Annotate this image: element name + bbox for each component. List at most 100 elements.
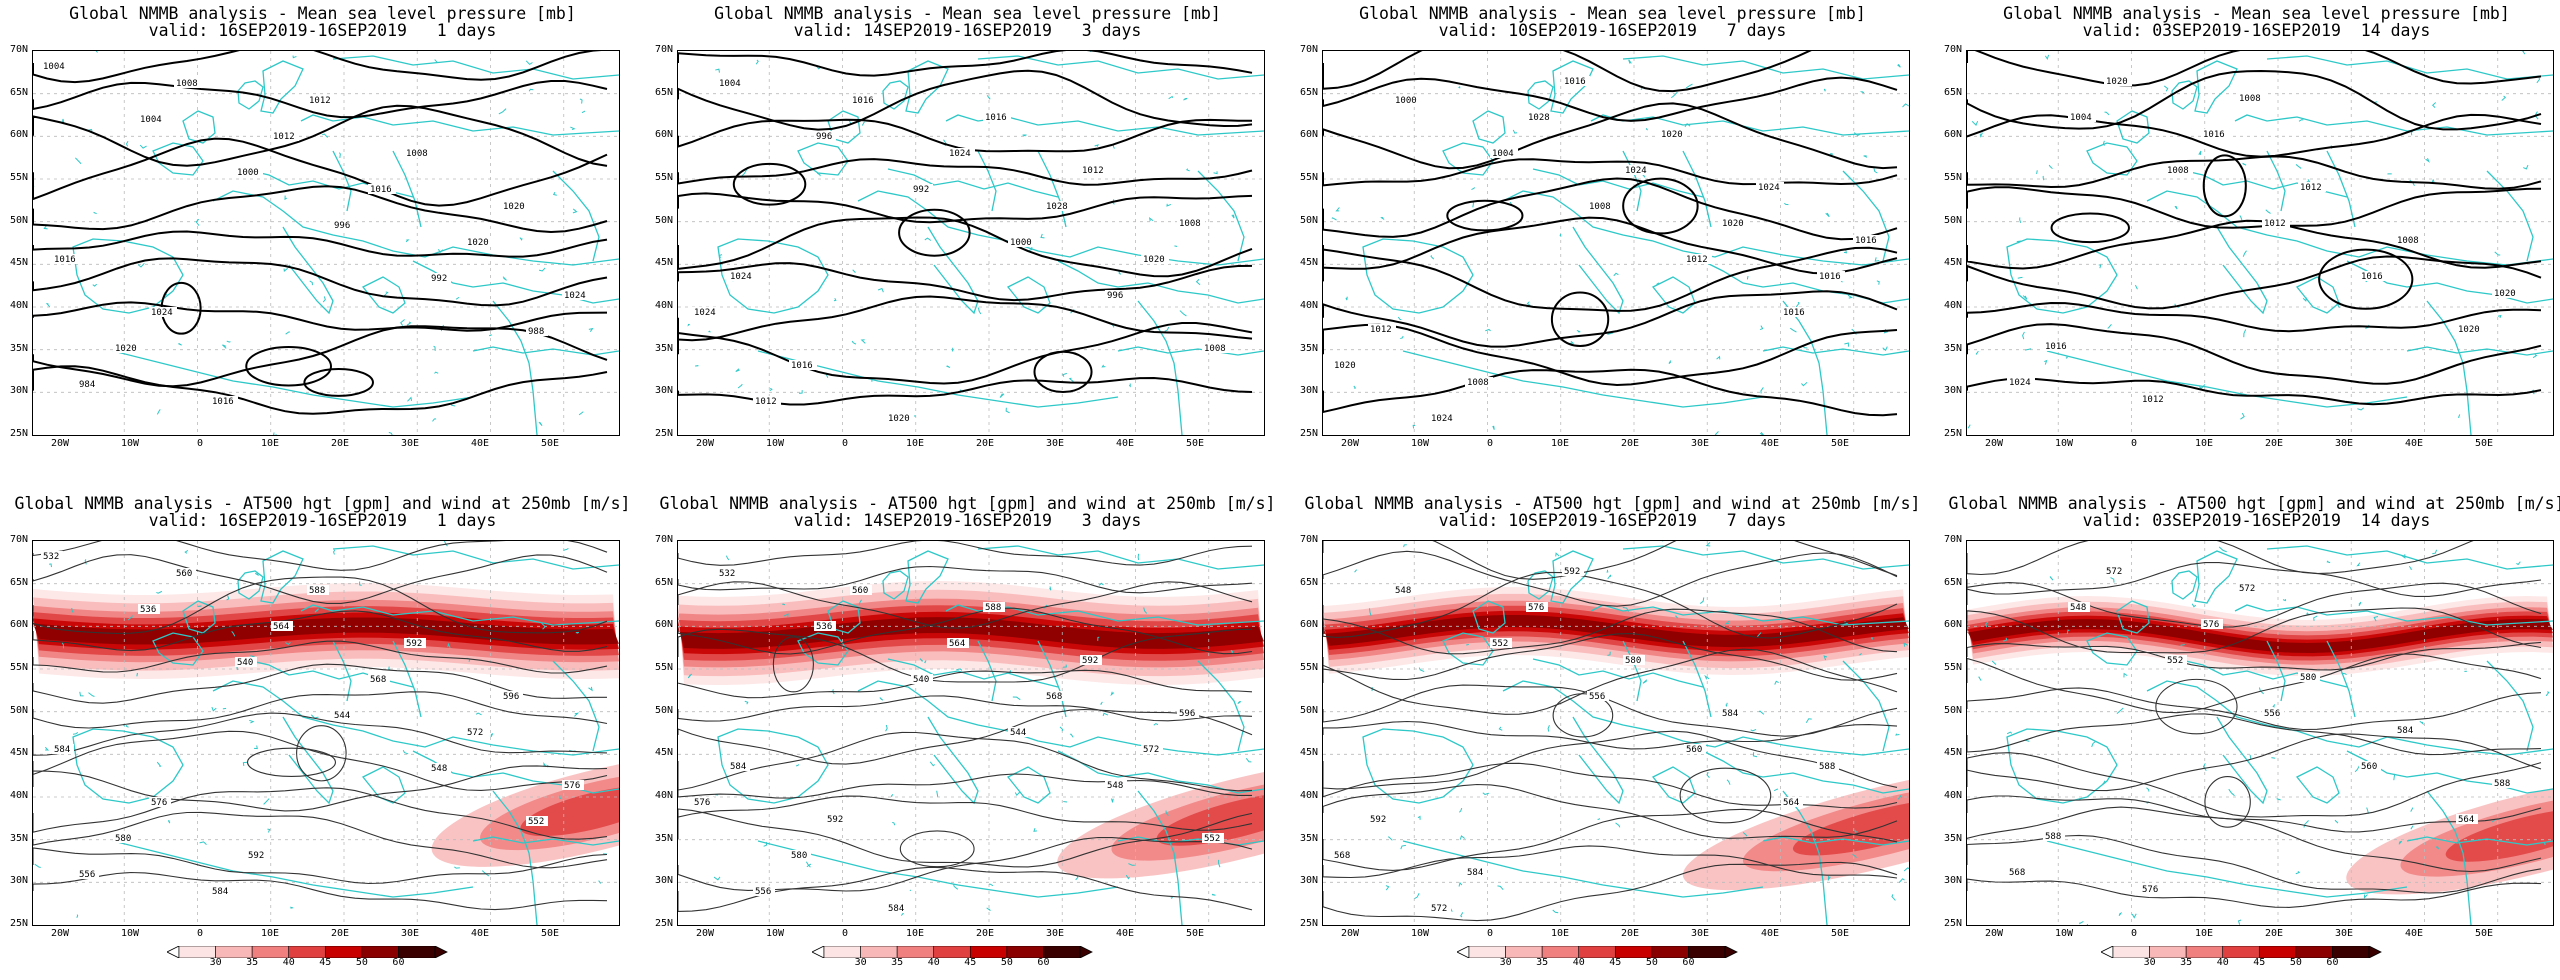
contour-label: 1016 [1855,236,1877,246]
lat-tick-label: 50N [1298,706,1318,716]
panel-title: Global NMMB analysis - AT500 hgt [gpm] a… [645,495,1290,512]
coastline [1643,680,1647,684]
coastline [2297,277,2339,313]
coastline [758,351,1118,407]
coastline [2023,332,2025,339]
contour-label: 556 [755,887,771,897]
contour-label: 1016 [1819,272,1841,282]
contour-label: 552 [528,817,544,827]
coastline [1171,897,1173,898]
coastline [2327,151,2355,227]
lat-tick-label: 50N [1942,216,1962,226]
lat-tick-label: 30N [8,386,28,396]
map-panel: Global NMMB analysis - AT500 hgt [gpm] a… [645,490,1290,980]
coastline [1796,302,1799,307]
coastline [407,322,410,325]
coastline [553,171,599,261]
coastline [738,384,742,388]
lat-tick-label: 30N [1942,386,1962,396]
coastline [1187,169,1190,171]
coastline [1041,234,1044,238]
contour-label: 572 [1431,904,1447,914]
contour-label: 572 [2106,567,2122,577]
coastline [140,145,146,148]
contour-label: 1020 [2494,289,2516,299]
coastline [1629,60,1632,64]
coastline [1896,734,1899,735]
contour-label: 1016 [791,361,813,371]
coastline [2273,704,2275,707]
lon-tick-label: 20W [696,439,714,449]
coastline [1700,597,1704,603]
lat-tick-label: 60N [8,620,28,630]
contour-label: 1024 [2009,378,2031,388]
lat-tick-label: 50N [653,216,673,226]
contour-label: 992 [431,274,447,284]
lat-tick-label: 70N [1298,535,1318,545]
lon-tick-label: 0 [1487,929,1493,939]
lat-tick-label: 30N [653,876,673,886]
map-panel: Global NMMB analysis - AT500 hgt [gpm] a… [0,490,645,980]
panel-valid-date: valid: 03SEP2019-16SEP2019 14 days [1934,22,2560,39]
lat-tick-label: 40N [653,791,673,801]
lat-tick-label: 25N [653,429,673,439]
coastline [1337,207,1340,210]
closed-contour [900,831,974,867]
coastline [2219,547,2227,552]
contour-label: 580 [1625,656,1641,666]
lon-tick-label: 0 [197,439,203,449]
coastline [1111,692,1113,695]
contour-line [678,710,1252,765]
coastline [88,693,94,697]
contour-label: 1004 [43,62,65,72]
lat-tick-label: 40N [1942,301,1962,311]
coastline [406,240,408,242]
coastline [339,153,340,158]
coastline [2080,921,2084,923]
contour-line [1967,51,2541,85]
contour-line [1967,324,2541,384]
contour-label: 1016 [1783,308,1805,318]
coastline [2195,551,2237,603]
coastline [1415,893,1420,898]
contour-label: 588 [1819,762,1835,772]
coastline [267,829,269,832]
coastline [1503,681,1909,755]
contour-label: 1008 [1467,378,1489,388]
coastline [1493,426,1494,430]
coastline [1232,215,1234,218]
contour-label: 560 [852,586,868,596]
coastline [2240,413,2244,419]
lon-tick-label: 10E [2195,439,2213,449]
coastline [113,351,473,407]
contour-label: 1000 [1395,96,1417,106]
coastline [1875,257,1879,261]
coastline [2087,924,2090,925]
coastline [2108,324,2112,328]
coastline [1548,725,1549,731]
coastline [334,550,335,555]
lon-tick-label: 0 [2131,439,2137,449]
lat-tick-label: 40N [653,301,673,311]
lat-tick-label: 25N [653,919,673,929]
coastline [157,409,160,414]
lat-tick-label: 65N [653,578,673,588]
coastline [715,69,719,73]
coastline [1608,575,1611,579]
coastline [285,196,287,200]
coastline [1461,912,1463,917]
lat-tick-label: 60N [1942,130,1962,140]
lon-tick-label: 0 [2131,929,2137,939]
coastline [473,347,619,355]
map-panel: Global NMMB analysis - AT500 hgt [gpm] a… [1290,490,1935,980]
lon-tick-label: 30E [1046,439,1064,449]
contour-label: 1016 [2361,272,2383,282]
contour-label: 1016 [985,113,1007,123]
lat-tick-label: 35N [1298,834,1318,844]
coastline [2066,357,2067,359]
contour-line [678,297,1252,341]
